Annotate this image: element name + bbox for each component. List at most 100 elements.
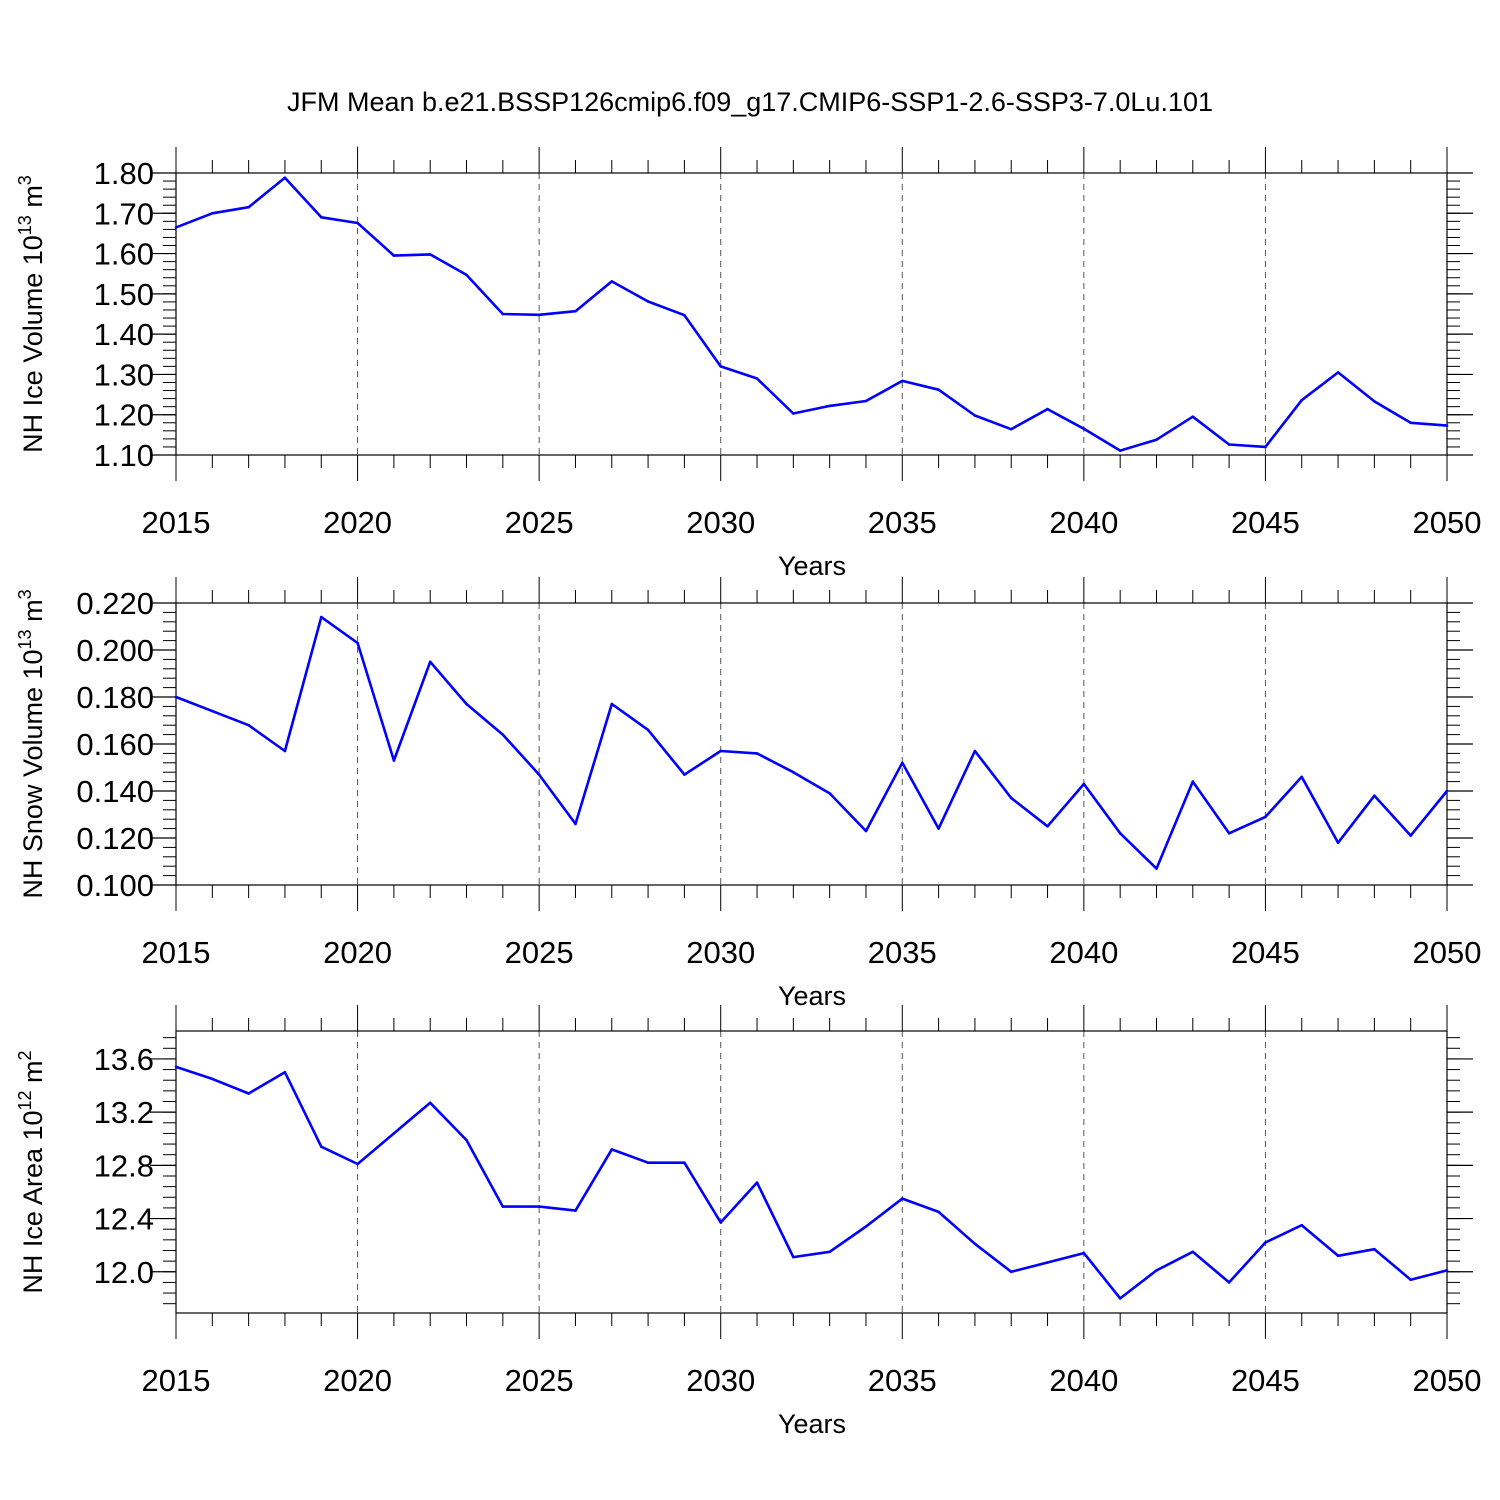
data-point: [1227, 1281, 1231, 1284]
data-point: [864, 1225, 868, 1228]
data-point: [1336, 841, 1340, 844]
data-point: [1009, 1270, 1013, 1274]
y-tick-label: 1.80: [94, 156, 154, 191]
y-tick-label: 0.140: [76, 774, 154, 809]
data-point: [465, 1138, 468, 1142]
data-point: [428, 660, 432, 664]
chart-panel-3: 12.0 12.4 12.8 13.2 13.6 2015 2020 2025 2030 2035…: [15, 1005, 1481, 1439]
data-point: [283, 1070, 287, 1074]
data-point: [1118, 832, 1122, 835]
x-tick-label: 2025: [505, 1363, 574, 1398]
x-tick-label: 2030: [686, 505, 755, 540]
x-axis-label: Years: [778, 981, 846, 1011]
data-point: [792, 412, 795, 415]
x-tick-label: 2050: [1413, 935, 1482, 970]
data-point: [792, 1255, 795, 1259]
x-tick-label: 2045: [1231, 1363, 1300, 1398]
data-point: [1409, 1278, 1412, 1282]
data-point: [247, 723, 250, 727]
data-point: [1264, 1241, 1267, 1244]
data-point: [501, 1205, 505, 1208]
data-point: [973, 414, 977, 417]
data-point: [174, 695, 178, 699]
x-tick-label: 2030: [686, 935, 755, 970]
x-tick-label: 2015: [142, 1363, 211, 1398]
x-tick-label: 2035: [868, 505, 937, 540]
series-line-1: [175, 1065, 1448, 1300]
data-point: [610, 702, 614, 706]
figure-title: JFM Mean b.e21.BSSP126cmip6.f09_g17.CMIP…: [287, 87, 1213, 117]
y-tick-label: 13.6: [94, 1042, 154, 1077]
data-point: [828, 792, 831, 795]
y-axis-label-superscript: 2: [15, 1050, 35, 1060]
data-point: [465, 702, 468, 706]
chart-panel-2: 0.100 0.120 0.140 0.160 0.180 0.200 0.220 2015 2…: [15, 577, 1481, 1011]
x-tick-label: 2025: [505, 505, 574, 540]
data-point: [792, 770, 795, 774]
data-point: [610, 1148, 614, 1151]
data-point: [211, 1077, 214, 1081]
x-tick-label: 2035: [868, 1363, 937, 1398]
y-axis-label: NH Ice Area 1012 m2: [15, 1050, 48, 1293]
data-point: [1118, 1297, 1122, 1300]
data-point: [1300, 775, 1304, 779]
data-point: [1191, 1250, 1195, 1254]
y-tick-label: 12.0: [94, 1255, 154, 1290]
data-point: [574, 822, 577, 826]
data-point: [828, 404, 831, 408]
data-point: [1409, 421, 1412, 425]
data-point: [1155, 867, 1158, 870]
data-point: [283, 749, 287, 753]
y-tick-label: 0.160: [76, 727, 154, 762]
y-tick-label: 12.4: [94, 1202, 154, 1237]
data-point: [1046, 407, 1049, 411]
y-axis-label-text: m: [18, 185, 48, 215]
x-tick-label: 2030: [686, 1363, 755, 1398]
data-point: [1373, 400, 1376, 403]
data-point: [719, 749, 723, 753]
data-point: [1373, 1247, 1376, 1251]
x-tick-label: 2040: [1049, 935, 1118, 970]
x-tick-label: 2020: [323, 1363, 392, 1398]
data-point: [1009, 427, 1013, 431]
data-point: [501, 733, 505, 736]
y-tick-label: 0.200: [76, 633, 154, 668]
y-axis-label-text: NH Ice Volume 10: [18, 235, 48, 453]
data-point: [574, 1209, 577, 1212]
y-tick-label: 0.220: [76, 586, 154, 621]
data-point: [247, 1092, 250, 1095]
data-point: [610, 280, 614, 283]
data-point: [683, 773, 686, 776]
data-point: [319, 1145, 323, 1149]
y-tick-label: 1.70: [94, 196, 154, 231]
x-tick-label: 2045: [1231, 505, 1300, 540]
data-point: [828, 1250, 831, 1254]
data-point: [1264, 815, 1267, 819]
x-axis-label: Years: [778, 551, 846, 581]
data-point: [755, 377, 759, 380]
data-point: [1046, 824, 1049, 828]
y-axis-label-superscript: 12: [15, 1090, 35, 1110]
data-point: [392, 254, 396, 257]
data-point: [319, 216, 323, 219]
data-point: [537, 313, 541, 317]
x-tick-label: 2020: [323, 935, 392, 970]
y-axis-label-superscript: 3: [15, 175, 35, 185]
data-point: [1445, 1269, 1449, 1272]
y-axis-label-text: m: [18, 1060, 48, 1090]
data-point: [1445, 424, 1449, 427]
y-tick-label: 1.50: [94, 277, 154, 312]
plot-frame: [175, 602, 1448, 886]
data-point: [356, 221, 359, 225]
data-point: [247, 205, 250, 209]
data-point: [900, 761, 904, 765]
y-tick-label: 0.180: [76, 680, 154, 715]
x-tick-label: 2050: [1413, 505, 1482, 540]
y-axis-label-superscript: 3: [15, 589, 35, 599]
data-point: [1336, 371, 1340, 374]
data-point: [1445, 789, 1449, 793]
data-point: [1191, 415, 1195, 419]
y-axis-label-superscript: 13: [15, 215, 35, 235]
x-tick-label: 2040: [1049, 1363, 1118, 1398]
y-axis-label-text: NH Snow Volume 10: [18, 649, 48, 898]
